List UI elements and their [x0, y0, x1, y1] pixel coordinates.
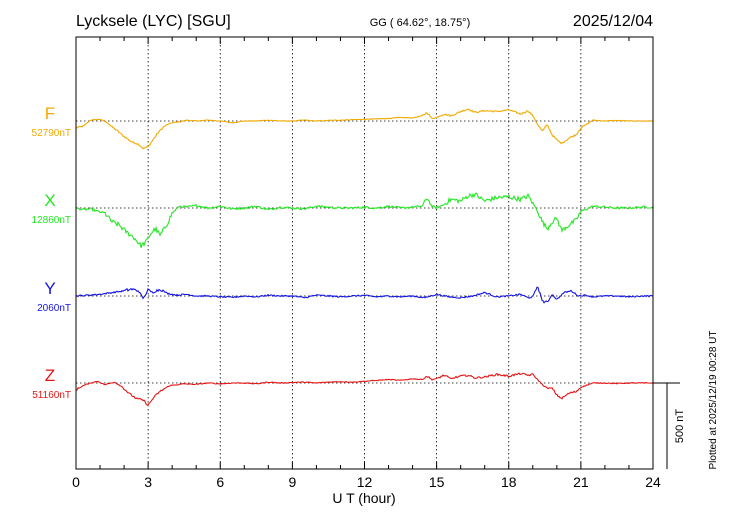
series-name-y: Y [44, 279, 55, 298]
trace-z [76, 372, 654, 406]
scale-bar-label: 500 nT [674, 409, 686, 444]
x-tick-label: 9 [288, 474, 296, 490]
x-tick-label: 18 [501, 474, 517, 490]
series-baseline-z: 51160nT [32, 390, 71, 401]
series-baseline-x: 12860nT [32, 215, 71, 226]
x-axis-label: U T (hour) [332, 490, 395, 506]
series-traces [75, 108, 654, 406]
x-tick-label: 3 [144, 474, 152, 490]
trace-y [75, 286, 654, 304]
series-baselines [76, 120, 653, 384]
series-name-f: F [45, 104, 55, 123]
series-baseline-y: 2060nT [37, 303, 71, 314]
trace-x [76, 192, 654, 248]
x-tick-label: 15 [429, 474, 445, 490]
grid-lines [147, 37, 582, 469]
station-title: Lycksele (LYC) [SGU] [76, 13, 231, 30]
x-tick-label: 12 [357, 474, 373, 490]
series-baseline-f: 52790nT [32, 128, 71, 139]
x-tick-label: 6 [216, 474, 224, 490]
plotted-timestamp: Plotted at 2025/12/19 00:28 UT [708, 331, 719, 470]
series-name-z: Z [45, 366, 55, 385]
station-coordinates: GG ( 64.62°, 18.75°) [370, 17, 471, 29]
series-name-x: X [44, 191, 55, 210]
x-tick-label: 0 [72, 474, 80, 490]
x-axis-ticks: 0 3 6 9 12 15 18 21 24 [72, 37, 661, 490]
x-tick-label: 24 [645, 474, 661, 490]
series-labels: F 52790nT X 12860nT Y 2060nT Z 51160nT [32, 104, 71, 401]
trace-f [75, 108, 654, 150]
scale-bar: 500 nT [653, 382, 686, 469]
plot-date: 2025/12/04 [573, 13, 653, 30]
x-tick-label: 21 [573, 474, 589, 490]
